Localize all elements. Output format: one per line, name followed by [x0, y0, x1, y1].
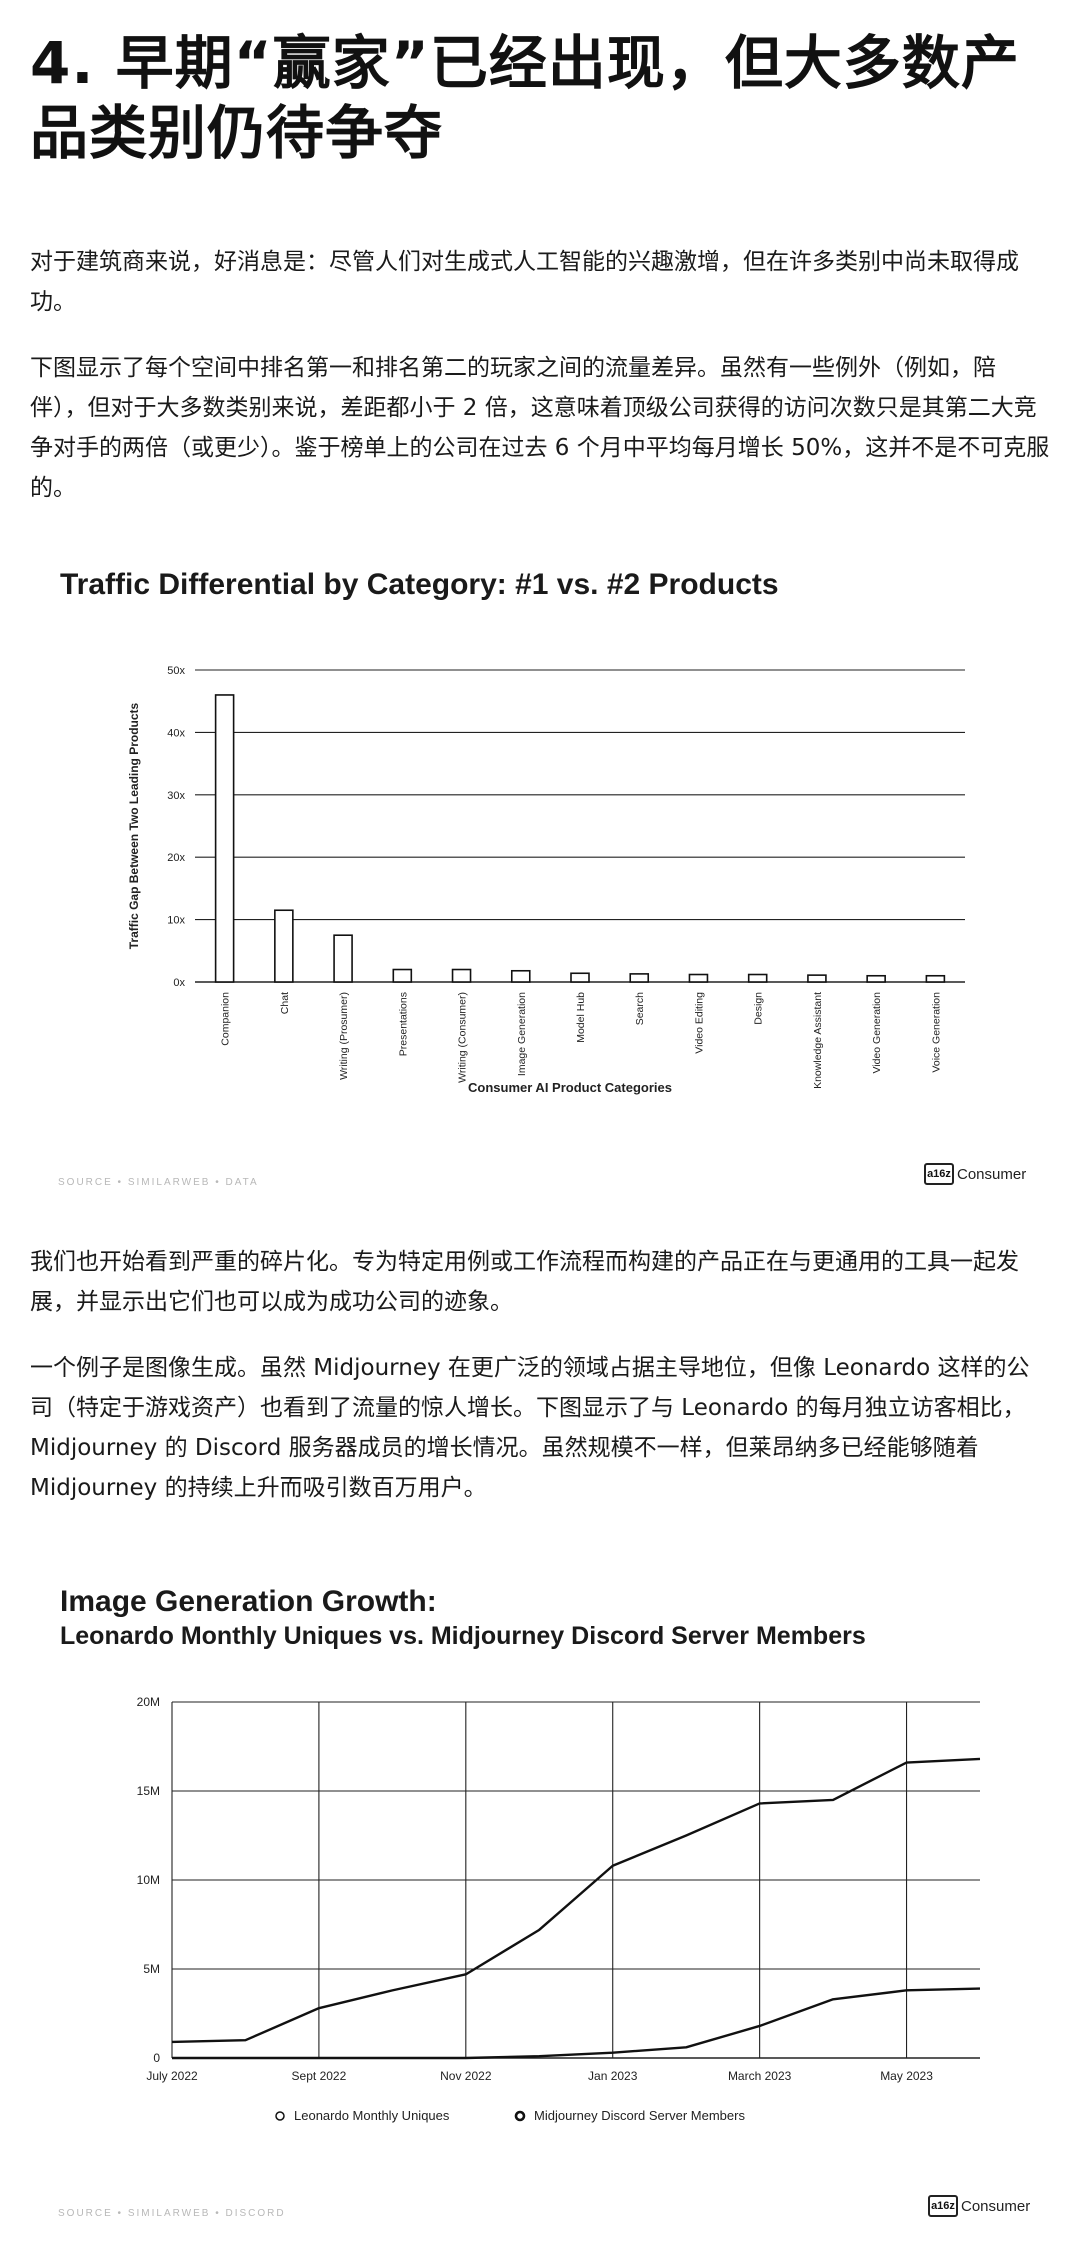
chart2-x-tick-label: May 2023 — [880, 2069, 933, 2083]
chart1-y-axis-label: Traffic Gap Between Two Leading Products — [127, 702, 141, 949]
article-title: 4. 早期“赢家”已经出现，但大多数产品类别仍待争夺 — [30, 29, 1020, 167]
chart1-bar — [274, 909, 294, 983]
chart1-x-tick-label: Model Hub — [575, 992, 587, 1043]
chart1-bar — [688, 973, 709, 983]
chart1-x-tick-label: Image Generation — [516, 992, 528, 1076]
traffic-differential-chart: 0x 10x 20x 30x 40x 50x Companion Chat Writing (P… — [127, 665, 965, 1095]
chart2-x-tick-label: Sept 2022 — [292, 2069, 347, 2083]
chart1-x-tick-label: Video Editing — [693, 992, 705, 1054]
image-generation-growth-chart: 0 5M 10M 15M 20M July 2022 Sept 2022 Nov 2022 Ja… — [137, 1695, 981, 2123]
chart1-x-tick-label: Video Generation — [871, 992, 883, 1074]
brand-logo-icon: a16z — [928, 2195, 958, 2217]
chart1-bar — [451, 968, 472, 983]
paragraph-traffic-gap: 下图显示了每个空间中排名第一和排名第二的玩家之间的流量差异。虽然有一些例外（例如… — [30, 355, 1050, 501]
chart2-legend-label: Leonardo Monthly Uniques — [294, 2108, 450, 2123]
chart1-x-tick-label: Chat — [279, 992, 291, 1014]
paragraph-intro: 对于建筑商来说，好消息是：尽管人们对生成式人工智能的兴趣激增，但在许多类别中尚未… — [30, 249, 1019, 315]
chart1-bar — [392, 968, 413, 983]
chart1-x-tick-label: Design — [753, 992, 765, 1025]
chart2-y-tick-label: 0 — [153, 2051, 160, 2065]
chart1-bar — [925, 974, 946, 983]
chart2-y-tick-label: 10M — [137, 1873, 160, 1887]
paragraph-fragmentation: 我们也开始看到严重的碎片化。专为特定用例或工作流程而构建的产品正在与更通用的工具… — [30, 1249, 1019, 1315]
chart1-y-tick-label: 0x — [173, 977, 185, 989]
chart2-y-tick-label: 5M — [143, 1962, 160, 1976]
chart2-y-tick-label: 15M — [137, 1784, 160, 1798]
chart1-bar — [510, 969, 531, 983]
chart1-x-tick-label: Search — [634, 992, 646, 1025]
chart1-x-tick-label: Presentations — [397, 992, 409, 1056]
chart2-logo: a16z Consumer — [928, 2195, 1030, 2217]
chart2-title: Image Generation Growth: — [60, 1585, 437, 1618]
chart1-y-tick-label: 50x — [167, 665, 185, 677]
chart1-x-tick-label: Companion — [220, 992, 232, 1046]
chart1-logo: a16z Consumer — [924, 1163, 1026, 1185]
chart1-x-tick-label: Knowledge Assistant — [812, 992, 824, 1089]
chart2-source-note: SOURCE • SIMILARWEB • DISCORD — [58, 2208, 286, 2219]
chart2-line-midjourney — [171, 1757, 981, 2044]
chart2-y-tick-label: 20M — [137, 1695, 160, 1709]
chart1-bar — [747, 973, 768, 983]
chart1-x-tick-label: Writing (Consumer) — [457, 992, 469, 1083]
brand-logo-text: Consumer — [961, 2197, 1031, 2215]
chart1-source-note: SOURCE • SIMILARWEB • DATA — [58, 1177, 259, 1188]
chart1-x-tick-label: Writing (Prosumer) — [338, 992, 350, 1080]
chart1-bar — [807, 974, 827, 983]
chart1-bar — [333, 934, 353, 983]
chart1-bar — [570, 972, 590, 983]
chart1-x-tick-label: Voice Generation — [930, 992, 942, 1073]
chart1-y-tick-label: 40x — [167, 727, 185, 739]
chart1-y-tick-label: 20x — [167, 852, 185, 864]
brand-logo-text: Consumer — [957, 1165, 1027, 1183]
chart2-legend-marker — [275, 2111, 285, 2121]
chart1-title: Traffic Differential by Category: #1 vs.… — [60, 568, 779, 601]
chart2-x-tick-label: July 2022 — [146, 2069, 198, 2083]
chart2-line-leonardo — [172, 1987, 981, 2060]
chart2-x-tick-label: March 2023 — [728, 2069, 792, 2083]
chart2-subtitle: Leonardo Monthly Uniques vs. Midjourney … — [60, 1622, 866, 1650]
chart1-bar — [629, 973, 650, 983]
chart1-bar — [214, 694, 235, 983]
chart1-y-tick-label: 30x — [167, 790, 185, 802]
chart2-x-tick-label: Nov 2022 — [440, 2069, 492, 2083]
paragraph-image-generation: 一个例子是图像生成。虽然 Midjourney 在更广泛的领域占据主导地位，但像… — [30, 1355, 1030, 1501]
chart2-legend-marker — [514, 2110, 526, 2122]
chart1-x-axis-label: Consumer AI Product Categories — [468, 1080, 672, 1095]
chart2-legend-label: Midjourney Discord Server Members — [534, 2108, 745, 2123]
chart1-bar — [866, 974, 886, 983]
chart2-x-tick-label: Jan 2023 — [588, 2069, 638, 2083]
chart1-y-tick-label: 10x — [167, 915, 185, 927]
brand-logo-icon: a16z — [924, 1163, 954, 1185]
